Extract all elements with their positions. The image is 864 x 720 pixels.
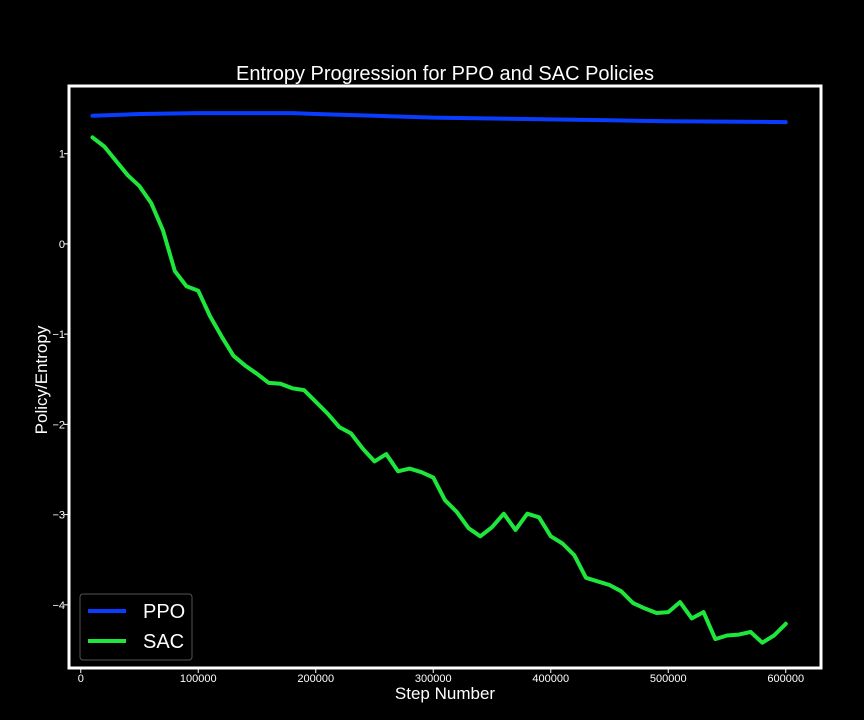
y-axis-ticks: 1 0 −1 −2 −3 −4 xyxy=(52,149,68,612)
legend-label-ppo: PPO xyxy=(143,601,185,623)
y-tick-label: 0 xyxy=(59,239,65,251)
x-tick-label: 300000 xyxy=(415,673,452,685)
y-axis-title: Policy/Entropy xyxy=(32,325,51,434)
x-tick-label: 600000 xyxy=(767,673,804,685)
x-tick-label: 100000 xyxy=(180,673,217,685)
series-lines xyxy=(90,111,788,645)
y-tick-label: −4 xyxy=(52,600,65,612)
x-axis-ticks: 0 100000 200000 300000 400000 500000 600000 xyxy=(78,669,804,685)
legend: PPO SAC xyxy=(79,593,193,661)
y-tick-label: −3 xyxy=(52,510,65,522)
legend-label-sac: SAC xyxy=(143,631,184,653)
y-tick-label: −1 xyxy=(52,329,65,341)
x-tick-label: 0 xyxy=(78,673,84,685)
x-tick-label: 500000 xyxy=(650,673,687,685)
x-tick-label: 200000 xyxy=(297,673,334,685)
series-line-ppo xyxy=(90,111,788,125)
series-line-sac xyxy=(90,135,788,645)
plot-area-frame xyxy=(67,84,823,670)
y-tick-label: −2 xyxy=(52,419,65,431)
y-tick-label: 1 xyxy=(59,149,65,161)
x-tick-label: 400000 xyxy=(532,673,569,685)
x-axis-title: Step Number xyxy=(395,684,495,703)
chart-title: Entropy Progression for PPO and SAC Poli… xyxy=(236,63,654,85)
